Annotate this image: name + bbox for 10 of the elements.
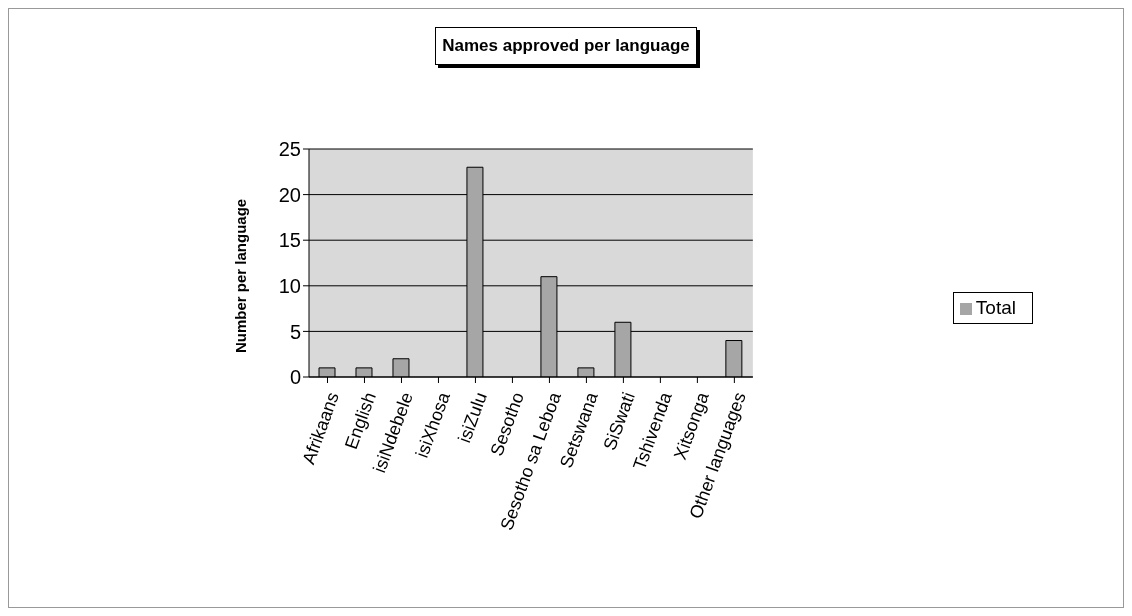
y-tick-label: 25	[278, 138, 301, 161]
y-tick-label: 20	[278, 183, 301, 206]
y-tick-label: 15	[278, 229, 301, 252]
legend-label: Total	[975, 297, 1016, 318]
y-tick-label: 5	[289, 320, 301, 343]
chart-title: Names approved per language	[435, 27, 697, 65]
y-tick-label: 0	[289, 366, 301, 389]
y-axis-title: Number per language	[232, 198, 250, 353]
x-tick-label: isiZulu	[454, 389, 491, 446]
y-tick-label: 10	[278, 274, 301, 297]
